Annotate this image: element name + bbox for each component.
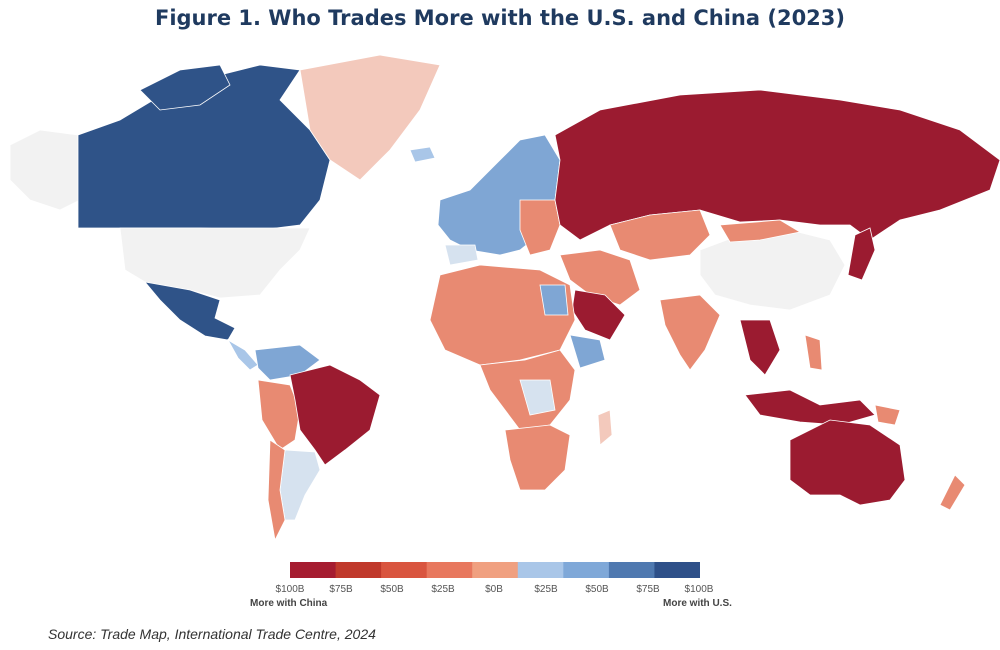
legend-swatch	[472, 562, 519, 578]
legend-ticks: $100B $75B $50B $25B $0B $25B $50B $75B …	[0, 584, 1000, 598]
legend-tick: $25B	[431, 584, 455, 595]
region-philippines[interactable]	[804, 334, 823, 371]
region-iceland[interactable]	[409, 146, 436, 163]
legend-tick: $75B	[636, 584, 660, 595]
region-mongolia[interactable]	[719, 219, 802, 243]
region-india[interactable]	[659, 294, 721, 371]
legend-tick: $100B	[275, 584, 305, 595]
legend-bar	[290, 562, 700, 578]
legend-label-us: More with U.S.	[663, 598, 732, 609]
region-canada-arctic[interactable]	[139, 64, 231, 111]
region-argentina[interactable]	[279, 449, 321, 521]
region-greenland[interactable]	[299, 54, 441, 181]
region-eastern-europe[interactable]	[519, 199, 561, 256]
region-andes[interactable]	[257, 379, 301, 451]
legend-gradient-svg	[290, 562, 700, 578]
legend-tick: $0B	[485, 584, 503, 595]
legend-swatch	[563, 562, 610, 578]
region-brazil[interactable]	[289, 364, 381, 466]
region-southeast-asia[interactable]	[739, 319, 781, 376]
region-southern-africa[interactable]	[504, 424, 571, 491]
region-chile[interactable]	[267, 439, 286, 542]
page-title: Figure 1. Who Trades More with the U.S. …	[154, 6, 846, 30]
region-spain[interactable]	[444, 244, 479, 266]
legend-swatch	[381, 562, 428, 578]
legend-tick: $100B	[684, 584, 714, 595]
legend-tick: $25B	[534, 584, 558, 595]
legend-swatch	[608, 562, 655, 578]
region-central-america[interactable]	[226, 338, 259, 371]
region-australia[interactable]	[789, 419, 906, 506]
legend-swatch	[290, 562, 337, 578]
region-alaska[interactable]	[9, 129, 81, 211]
legend-swatch	[517, 562, 564, 578]
legend-swatch	[335, 562, 382, 578]
world-map-svg	[9, 54, 1000, 542]
legend-tick: $75B	[329, 584, 353, 595]
region-middle-east[interactable]	[559, 249, 641, 306]
region-papua-new-guinea[interactable]	[874, 404, 901, 426]
legend-swatch	[654, 562, 700, 578]
region-united-states[interactable]	[119, 227, 311, 299]
region-indonesia[interactable]	[744, 389, 876, 426]
region-egypt[interactable]	[539, 284, 569, 316]
legend-tick: $50B	[380, 584, 404, 595]
region-new-zealand[interactable]	[939, 474, 966, 511]
region-japan[interactable]	[847, 227, 876, 281]
region-russia[interactable]	[554, 89, 1000, 241]
region-mexico[interactable]	[143, 281, 236, 341]
region-ethiopia[interactable]	[569, 334, 606, 369]
legend-swatch	[426, 562, 473, 578]
legend-tick: $50B	[585, 584, 609, 595]
region-congo[interactable]	[519, 379, 556, 416]
legend-label-china: More with China	[250, 598, 328, 609]
world-map	[0, 50, 1000, 550]
region-madagascar[interactable]	[597, 409, 613, 446]
region-central-asia[interactable]	[609, 209, 711, 261]
region-china[interactable]	[699, 229, 846, 311]
source-note: Source: Trade Map, International Trade C…	[48, 626, 376, 642]
